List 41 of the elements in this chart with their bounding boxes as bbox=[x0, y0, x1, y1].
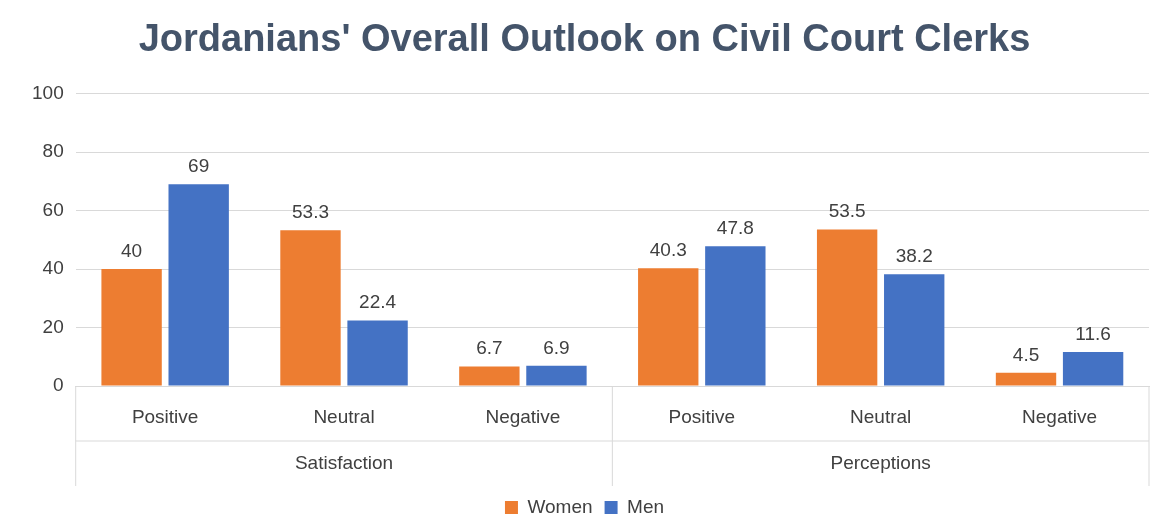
data-label: 6.9 bbox=[543, 336, 570, 358]
bar bbox=[638, 268, 699, 386]
data-label: 22.4 bbox=[359, 291, 397, 313]
bar bbox=[168, 184, 229, 386]
y-tick-label: 100 bbox=[32, 81, 64, 103]
x-tick-label: Negative bbox=[1022, 405, 1098, 427]
text: Satisfaction bbox=[294, 452, 394, 474]
x-tick-label: Neutral bbox=[850, 405, 912, 427]
bar bbox=[280, 230, 341, 386]
data-label: 40.3 bbox=[649, 238, 687, 260]
data-label: 53.3 bbox=[291, 200, 329, 222]
x-tick-label: Neutral bbox=[313, 405, 375, 427]
bar bbox=[459, 366, 520, 386]
data-label: 11.6 bbox=[1075, 322, 1111, 344]
bar bbox=[816, 229, 878, 386]
data-label: 6.7 bbox=[476, 337, 503, 359]
data-label: 38.2 bbox=[895, 245, 933, 267]
bar bbox=[884, 274, 945, 386]
y-tick-label: 40 bbox=[42, 257, 64, 279]
data-label: 47.8 bbox=[716, 216, 754, 238]
y-tick-label: 20 bbox=[42, 315, 64, 337]
x-tick-label: Positive bbox=[668, 405, 736, 427]
bar bbox=[101, 269, 162, 386]
data-label: 53.5 bbox=[828, 200, 866, 222]
y-tick-label: 0 bbox=[53, 374, 64, 396]
data-label: 40 bbox=[121, 239, 143, 261]
y-tick-label: 80 bbox=[42, 140, 64, 162]
bar bbox=[1062, 352, 1124, 386]
chart-title: Jordanians' Overall Outlook on Civil Court Clerks bbox=[138, 17, 1031, 60]
bar bbox=[347, 320, 408, 386]
y-tick-label: 60 bbox=[42, 198, 64, 220]
bar bbox=[526, 365, 587, 386]
data-label: 69 bbox=[188, 154, 210, 176]
data-label: 4.5 bbox=[1012, 343, 1040, 365]
x-tick-label: Positive bbox=[131, 405, 199, 427]
legend-label: Men bbox=[627, 495, 665, 517]
bar bbox=[705, 246, 766, 386]
text: Perceptions bbox=[830, 452, 931, 474]
legend-label: Women bbox=[527, 495, 593, 517]
x-tick-label: Negative bbox=[485, 405, 561, 427]
bar bbox=[995, 372, 1057, 386]
